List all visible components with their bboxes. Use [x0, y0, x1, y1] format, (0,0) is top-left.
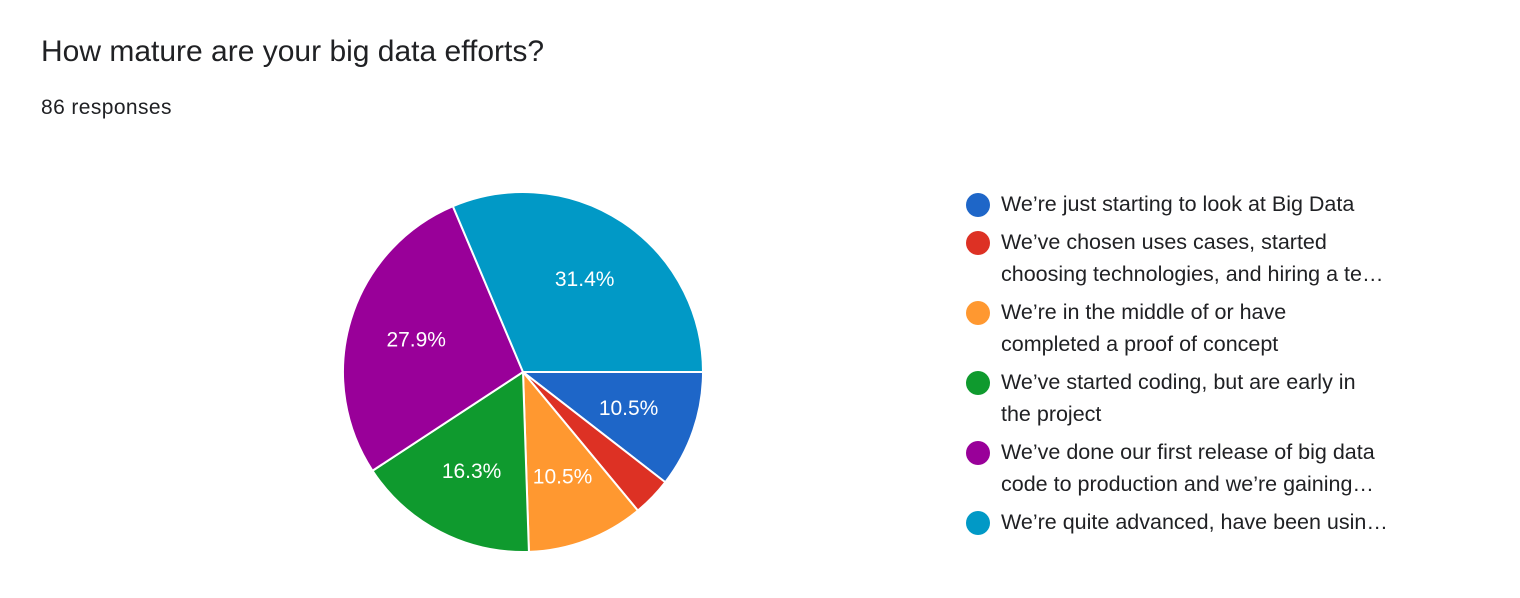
slice-percent-label: 31.4% [555, 268, 615, 291]
response-count: 86 responses [41, 96, 172, 119]
legend-label: We’ve done our first release of big data… [1001, 436, 1441, 500]
legend-label: We’ve started coding, but are early in th… [1001, 366, 1441, 430]
pie-slice-3 [522, 371, 639, 553]
legend-label-line: We’ve chosen uses cases, started [1001, 230, 1327, 254]
pie-slice-5 [342, 205, 524, 472]
legend-item: We’ve chosen uses cases, started choosing… [966, 226, 1446, 290]
legend-label-line: We’ve started coding, but are early in [1001, 370, 1356, 394]
slice-percent-label: 10.5% [599, 397, 659, 420]
slice-percent-label: 16.3% [442, 460, 502, 483]
legend-label: We’re in the middle of or have completed … [1001, 296, 1441, 360]
legend-label-line: completed a proof of concept [1001, 332, 1279, 356]
legend-label: We’re just starting to look at Big Data [1001, 188, 1441, 220]
legend-item: We’re in the middle of or have completed … [966, 296, 1446, 360]
legend-label-line: the project [1001, 402, 1102, 426]
legend-color-dot [966, 301, 990, 325]
chart-title: How mature are your big data efforts? [41, 35, 545, 68]
legend-item: We’re just starting to look at Big Data [966, 188, 1446, 220]
legend-item: We’ve started coding, but are early in th… [966, 366, 1446, 430]
legend-color-dot [966, 371, 990, 395]
slice-percent-label: 10.5% [533, 465, 593, 488]
legend-color-dot [966, 231, 990, 255]
slice-percent-label: 27.9% [386, 329, 446, 352]
legend-label: We’re quite advanced, have been usin… [1001, 506, 1441, 538]
legend-label-line: choosing technologies, and hiring a te… [1001, 262, 1384, 286]
legend-color-dot [966, 511, 990, 535]
legend-label: We’ve chosen uses cases, started choosing… [1001, 226, 1441, 290]
legend-color-dot [966, 441, 990, 465]
legend-label-line: We’ve done our first release of big data [1001, 440, 1375, 464]
legend-label-line: code to production and we’re gaining… [1001, 472, 1374, 496]
legend-label-line: We’re quite advanced, have been usin… [1001, 510, 1388, 534]
legend-item: We’re quite advanced, have been usin… [966, 506, 1446, 538]
legend-color-dot [966, 193, 990, 217]
legend-label-line: We’re just starting to look at Big Data [1001, 192, 1355, 216]
legend-item: We’ve done our first release of big data… [966, 436, 1446, 500]
pie-slice-1 [522, 371, 704, 484]
pie-slice-6 [451, 191, 704, 373]
legend-label-line: We’re in the middle of or have [1001, 300, 1287, 324]
pie-slice-4 [371, 371, 530, 553]
